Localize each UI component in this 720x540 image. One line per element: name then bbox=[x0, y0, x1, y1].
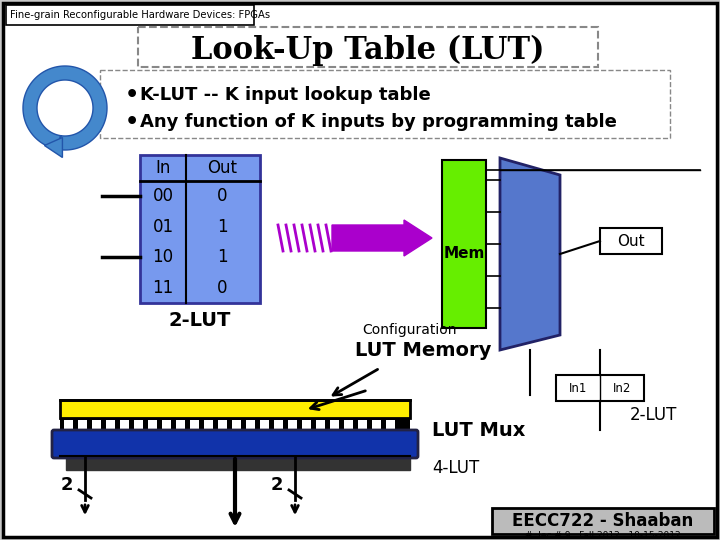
Bar bbox=[386, 420, 395, 430]
Text: 2: 2 bbox=[271, 476, 283, 494]
Bar bbox=[288, 420, 297, 430]
Bar bbox=[372, 420, 381, 430]
Bar bbox=[78, 420, 87, 430]
Text: 0: 0 bbox=[217, 187, 228, 205]
Text: In: In bbox=[156, 159, 171, 177]
Bar bbox=[316, 420, 325, 430]
FancyArrow shape bbox=[332, 220, 432, 256]
Text: 0: 0 bbox=[217, 279, 228, 297]
FancyBboxPatch shape bbox=[52, 430, 418, 458]
Bar bbox=[162, 420, 171, 430]
Bar bbox=[120, 420, 129, 430]
Text: #  lec # 9   Fall 2012   10-15-2012: # lec # 9 Fall 2012 10-15-2012 bbox=[525, 530, 681, 539]
Text: 00: 00 bbox=[153, 187, 174, 205]
Text: 2-LUT: 2-LUT bbox=[630, 406, 678, 424]
Text: 1: 1 bbox=[217, 218, 228, 236]
Bar bbox=[148, 420, 157, 430]
Text: LUT Mux: LUT Mux bbox=[432, 421, 526, 440]
Text: LUT Memory: LUT Memory bbox=[355, 341, 491, 360]
Text: •: • bbox=[125, 112, 139, 132]
Bar bbox=[330, 420, 339, 430]
Bar bbox=[302, 420, 311, 430]
Text: •: • bbox=[125, 85, 139, 105]
Text: Mem: Mem bbox=[444, 246, 485, 261]
Bar bbox=[358, 420, 367, 430]
Text: 10: 10 bbox=[153, 248, 174, 266]
Bar bbox=[260, 420, 269, 430]
Text: Fine-grain Reconfigurable Hardware Devices: FPGAs: Fine-grain Reconfigurable Hardware Devic… bbox=[10, 10, 270, 20]
Bar bbox=[66, 430, 410, 470]
Bar bbox=[92, 420, 101, 430]
Bar bbox=[246, 420, 255, 430]
Text: 1: 1 bbox=[217, 248, 228, 266]
Polygon shape bbox=[45, 138, 63, 158]
Bar bbox=[204, 420, 213, 430]
Text: Configuration: Configuration bbox=[362, 323, 456, 337]
Text: 2-LUT: 2-LUT bbox=[168, 312, 231, 330]
Polygon shape bbox=[23, 66, 107, 150]
Bar bbox=[232, 420, 241, 430]
Text: EECC722 - Shaaban: EECC722 - Shaaban bbox=[513, 512, 693, 530]
Text: Out: Out bbox=[207, 159, 237, 177]
Text: Out: Out bbox=[617, 233, 645, 248]
Bar bbox=[64, 420, 73, 430]
Polygon shape bbox=[500, 158, 560, 350]
Bar bbox=[134, 420, 143, 430]
Bar bbox=[60, 418, 410, 432]
Bar bbox=[600, 228, 662, 254]
Text: Look-Up Table (LUT): Look-Up Table (LUT) bbox=[192, 35, 545, 65]
Bar bbox=[60, 400, 410, 418]
Bar bbox=[138, 27, 598, 67]
Text: 01: 01 bbox=[153, 218, 174, 236]
Text: 4-LUT: 4-LUT bbox=[432, 459, 480, 477]
Bar bbox=[176, 420, 185, 430]
Bar bbox=[106, 420, 115, 430]
Bar bbox=[100, 70, 670, 138]
Text: In1: In1 bbox=[569, 381, 588, 395]
Bar bbox=[218, 420, 227, 430]
Bar bbox=[442, 160, 486, 328]
Text: In2: In2 bbox=[613, 381, 631, 395]
Text: Any function of K inputs by programming table: Any function of K inputs by programming … bbox=[140, 113, 617, 131]
Bar bbox=[6, 5, 254, 25]
Bar bbox=[492, 508, 714, 534]
Text: 11: 11 bbox=[153, 279, 174, 297]
Text: K-LUT -- K input lookup table: K-LUT -- K input lookup table bbox=[140, 86, 431, 104]
Bar bbox=[344, 420, 353, 430]
Bar bbox=[140, 155, 260, 303]
Text: 2: 2 bbox=[60, 476, 73, 494]
Bar bbox=[556, 375, 644, 401]
Bar bbox=[274, 420, 283, 430]
Bar bbox=[190, 420, 199, 430]
